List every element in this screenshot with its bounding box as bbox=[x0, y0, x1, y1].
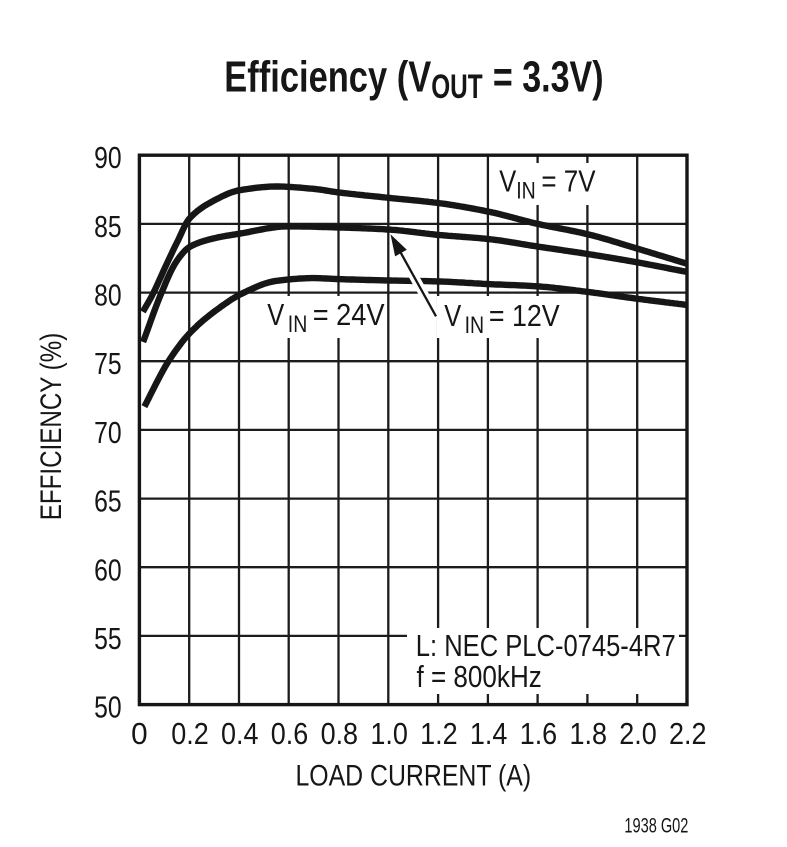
svg-text:f = 800kHz: f = 800kHz bbox=[417, 660, 542, 694]
svg-text:70: 70 bbox=[94, 416, 122, 450]
svg-text:L: NEC PLC-0745-4R7: L: NEC PLC-0745-4R7 bbox=[416, 629, 676, 663]
svg-text:2.0: 2.0 bbox=[619, 717, 657, 751]
svg-text:= 3.3V): = 3.3V) bbox=[493, 52, 604, 101]
svg-text:1938 G02: 1938 G02 bbox=[624, 815, 688, 838]
svg-text:1.8: 1.8 bbox=[569, 717, 607, 751]
svg-text:1.2: 1.2 bbox=[420, 717, 458, 751]
svg-text:IN: IN bbox=[288, 311, 308, 338]
svg-text:0.6: 0.6 bbox=[271, 717, 309, 751]
svg-text:= 24V: = 24V bbox=[313, 298, 385, 332]
svg-text:60: 60 bbox=[94, 553, 122, 587]
svg-text:LOAD CURRENT (A): LOAD CURRENT (A) bbox=[295, 759, 531, 792]
svg-text:V: V bbox=[444, 299, 462, 333]
svg-text:V: V bbox=[499, 165, 517, 199]
svg-text:Efficiency (V: Efficiency (V bbox=[224, 52, 431, 101]
svg-text:IN: IN bbox=[516, 178, 536, 205]
svg-text:= 12V: = 12V bbox=[489, 299, 560, 333]
svg-text:0.8: 0.8 bbox=[321, 717, 359, 751]
svg-text:0.4: 0.4 bbox=[221, 717, 259, 751]
svg-text:2.2: 2.2 bbox=[669, 717, 707, 751]
svg-text:= 7V: = 7V bbox=[541, 165, 596, 199]
svg-text:55: 55 bbox=[94, 622, 122, 656]
svg-text:V: V bbox=[267, 298, 285, 332]
svg-text:OUT: OUT bbox=[431, 68, 483, 106]
svg-text:1.0: 1.0 bbox=[370, 717, 408, 751]
svg-text:50: 50 bbox=[94, 691, 122, 725]
svg-text:0.2: 0.2 bbox=[171, 717, 209, 751]
svg-text:90: 90 bbox=[94, 141, 122, 175]
svg-text:EFFICIENCY (%): EFFICIENCY (%) bbox=[35, 333, 68, 521]
svg-text:65: 65 bbox=[94, 485, 122, 519]
svg-text:1.4: 1.4 bbox=[470, 717, 508, 751]
svg-text:75: 75 bbox=[94, 347, 122, 381]
svg-text:80: 80 bbox=[94, 279, 122, 313]
svg-text:0: 0 bbox=[131, 717, 148, 751]
svg-text:85: 85 bbox=[94, 210, 122, 244]
svg-text:1.6: 1.6 bbox=[520, 717, 558, 751]
svg-text:IN: IN bbox=[465, 312, 485, 339]
